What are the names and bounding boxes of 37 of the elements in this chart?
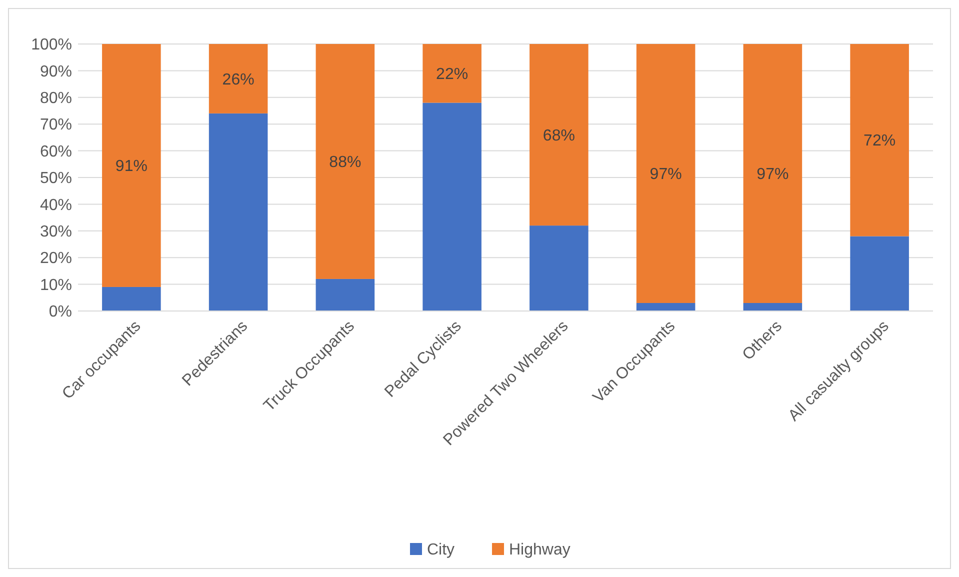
- y-tick-label: 50%: [40, 170, 72, 188]
- bar: [208, 113, 268, 311]
- y-tick-label: 10%: [40, 276, 72, 294]
- data-label: 22%: [436, 66, 468, 83]
- y-tick-label: 80%: [40, 90, 72, 107]
- bar: [850, 236, 909, 311]
- bar: [850, 44, 909, 236]
- y-tick-label: 30%: [40, 224, 72, 240]
- legend-label: City: [427, 542, 455, 559]
- y-tick-label: 90%: [40, 63, 72, 80]
- bar: [316, 278, 375, 311]
- bar: [316, 44, 375, 279]
- y-tick-label: 100%: [31, 36, 72, 54]
- bar: [636, 44, 696, 303]
- y-tick-label: 20%: [40, 250, 72, 268]
- legend-label: Highway: [509, 542, 570, 559]
- bar: [743, 44, 802, 303]
- bar: [102, 44, 161, 287]
- bar: [422, 44, 482, 103]
- y-tick-label: 0%: [48, 304, 72, 321]
- y-tick-label: 70%: [40, 116, 72, 134]
- bar: [743, 302, 802, 311]
- data-label: 91%: [115, 158, 148, 176]
- bar: [102, 286, 161, 311]
- bar: [530, 44, 588, 226]
- bar: [636, 302, 696, 311]
- data-label: 72%: [864, 132, 896, 150]
- data-label: 68%: [542, 127, 575, 144]
- y-tick-label: 60%: [40, 143, 72, 160]
- data-label: 26%: [222, 71, 254, 88]
- y-tick-label: 40%: [40, 196, 72, 214]
- bar: [530, 226, 588, 311]
- bar: [422, 102, 482, 311]
- data-label: 97%: [650, 166, 682, 184]
- data-label: 88%: [329, 154, 362, 172]
- data-label: 97%: [756, 166, 789, 184]
- bar: [208, 44, 268, 114]
